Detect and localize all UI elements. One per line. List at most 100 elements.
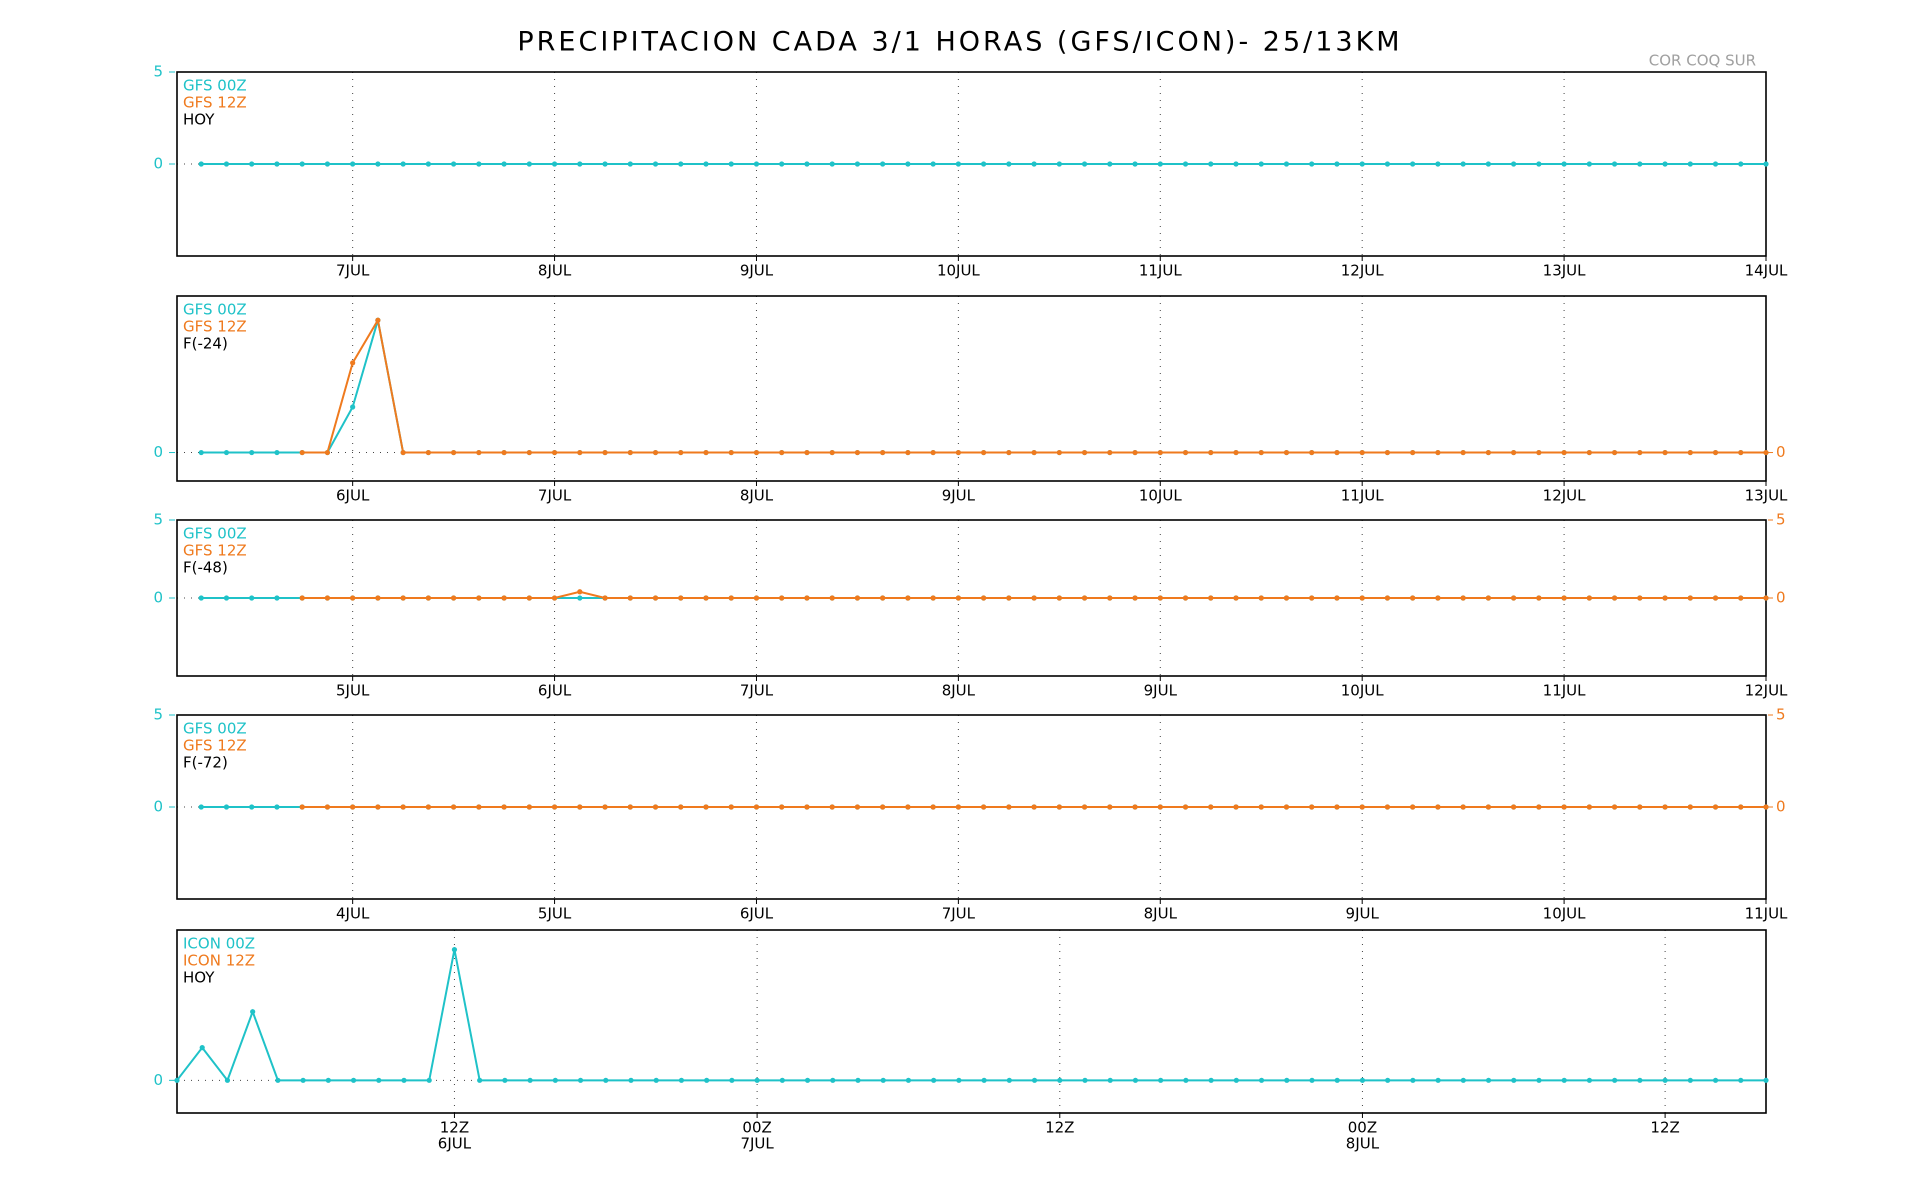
- data-point: [223, 804, 230, 810]
- data-point: [703, 804, 709, 810]
- data-point: [174, 1077, 180, 1083]
- data-point: [1561, 804, 1567, 810]
- data-point: [425, 595, 431, 601]
- data-point: [1712, 449, 1719, 456]
- data-point: [627, 449, 633, 456]
- data-point: [804, 804, 810, 810]
- data-point: [981, 449, 987, 456]
- data-point: [1056, 449, 1062, 456]
- data-point: [627, 804, 633, 810]
- data-point: [1561, 161, 1567, 167]
- data-point: [1511, 804, 1517, 810]
- data-point: [1485, 595, 1491, 601]
- data-point: [375, 595, 381, 601]
- data-point: [527, 1077, 533, 1083]
- data-point: [198, 595, 204, 601]
- data-point: [955, 595, 961, 601]
- legend-entry: GFS 00Z: [183, 720, 247, 738]
- data-point: [1637, 804, 1643, 810]
- data-point: [1712, 595, 1719, 601]
- data-point: [1157, 449, 1163, 456]
- data-point: [1561, 595, 1567, 601]
- x-tick-label: 00Z: [1348, 1119, 1377, 1137]
- data-point: [198, 449, 204, 456]
- data-point: [526, 804, 532, 810]
- data-point: [753, 449, 760, 456]
- data-point: [551, 161, 558, 167]
- data-point: [275, 1077, 281, 1083]
- data-point: [779, 1077, 785, 1083]
- data-point: [299, 595, 305, 601]
- x-tick-label: 00Z: [742, 1119, 771, 1137]
- data-point: [905, 1077, 912, 1083]
- data-point: [249, 161, 255, 167]
- data-point: [1208, 161, 1214, 167]
- data-point: [1561, 449, 1567, 456]
- data-point: [956, 1077, 962, 1083]
- data-point: [1107, 595, 1113, 601]
- data-point: [350, 360, 356, 366]
- data-point: [804, 1077, 811, 1083]
- data-point: [1435, 449, 1441, 456]
- data-point: [678, 595, 684, 601]
- x-tick-label: 5JUL: [336, 682, 370, 700]
- data-point: [1611, 449, 1618, 456]
- data-point: [451, 947, 458, 953]
- data-point: [325, 1077, 331, 1083]
- data-point: [1384, 449, 1391, 456]
- data-point: [350, 161, 356, 167]
- data-point: [981, 1077, 987, 1083]
- data-point: [577, 589, 583, 595]
- data-point: [1536, 804, 1542, 810]
- data-point: [1031, 804, 1037, 810]
- data-point: [779, 804, 785, 810]
- data-point: [1258, 449, 1264, 456]
- data-point: [1435, 595, 1441, 601]
- data-point: [1056, 804, 1062, 810]
- data-point: [981, 161, 987, 167]
- x-tick-label: 6JUL: [336, 487, 370, 505]
- x-tick-label: 12Z: [1045, 1119, 1074, 1137]
- data-point: [1536, 1077, 1542, 1083]
- data-point: [1107, 161, 1113, 167]
- data-point: [299, 161, 305, 167]
- data-point: [526, 595, 532, 601]
- data-point: [829, 161, 835, 167]
- x-tick-label: 4JUL: [336, 905, 370, 923]
- data-point: [1435, 1077, 1441, 1083]
- panel-note: HOY: [183, 969, 215, 987]
- data-point: [1233, 1077, 1239, 1083]
- data-point: [274, 449, 280, 456]
- data-point: [1132, 161, 1138, 167]
- data-point: [1435, 161, 1441, 167]
- data-point: [198, 161, 204, 167]
- data-point: [678, 804, 684, 810]
- data-point: [1081, 161, 1088, 167]
- data-point: [551, 804, 558, 810]
- data-point: [1309, 595, 1315, 601]
- data-point: [1435, 804, 1441, 810]
- data-point: [1384, 804, 1391, 810]
- x-tick-label: 9JUL: [1346, 905, 1380, 923]
- x-tick-label: 8JUL: [942, 682, 976, 700]
- panel-note: F(-24): [183, 335, 228, 353]
- x-date-label: 8JUL: [1346, 1135, 1380, 1153]
- data-point: [425, 449, 431, 456]
- data-point: [1561, 1077, 1567, 1083]
- y2-tick-label: 0: [1776, 589, 1786, 607]
- data-point: [678, 161, 684, 167]
- data-point: [1637, 595, 1643, 601]
- data-point: [1763, 804, 1769, 810]
- data-point: [1738, 595, 1744, 601]
- data-point: [501, 449, 507, 456]
- data-point: [250, 1009, 256, 1015]
- x-tick-label: 7JUL: [538, 487, 572, 505]
- y-tick-label: 0: [153, 798, 163, 816]
- y-tick-label: 0: [153, 1071, 163, 1089]
- data-point: [804, 595, 810, 601]
- data-point: [603, 1077, 609, 1083]
- data-point: [1485, 1077, 1492, 1083]
- data-point: [1258, 595, 1264, 601]
- data-point: [1258, 161, 1264, 167]
- data-point: [1081, 595, 1088, 601]
